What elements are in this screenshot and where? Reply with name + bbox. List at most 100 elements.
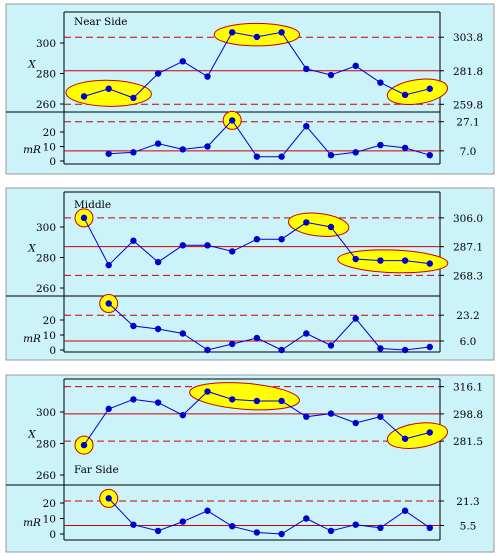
data-point — [426, 343, 433, 351]
y-tick-label: 260 — [36, 470, 56, 482]
data-point — [229, 248, 236, 255]
series-line — [108, 498, 431, 535]
limit-label: 281.8 — [453, 66, 483, 78]
data-point — [204, 242, 211, 249]
mr-chart-axis-label: mR — [23, 144, 41, 156]
y-tick-label: 280 — [36, 439, 56, 451]
data-point — [204, 73, 211, 80]
data-point — [229, 396, 236, 403]
data-point — [105, 85, 112, 92]
data-point — [154, 399, 162, 406]
data-point — [253, 236, 261, 243]
data-point — [179, 146, 186, 153]
data-point — [377, 257, 384, 264]
data-point — [253, 529, 261, 536]
data-point — [278, 29, 285, 36]
data-point — [80, 214, 88, 222]
data-point — [327, 527, 335, 535]
data-point — [278, 530, 285, 538]
data-point — [105, 495, 112, 502]
limit-label: 21.3 — [456, 496, 479, 508]
limit-label: 281.5 — [453, 436, 483, 448]
data-point — [105, 300, 112, 307]
limit-label: 27.1 — [456, 117, 479, 129]
data-point — [401, 257, 409, 264]
highlight-ellipse — [189, 382, 300, 411]
limit-label: 287.1 — [453, 242, 483, 254]
limit-label: 298.8 — [453, 409, 483, 421]
data-point — [130, 149, 137, 156]
data-point — [130, 94, 137, 102]
y-tick-label: 0 — [49, 529, 56, 541]
data-point — [179, 411, 186, 419]
data-point — [401, 507, 409, 514]
data-point — [377, 79, 384, 86]
data-point — [204, 388, 211, 395]
data-point — [229, 523, 236, 530]
data-point — [204, 143, 211, 150]
y-tick-label: 0 — [49, 345, 56, 357]
data-point — [229, 340, 236, 348]
data-point — [154, 258, 162, 266]
data-point — [352, 521, 359, 528]
data-point — [352, 419, 359, 427]
x-chart-axis-label: X — [27, 243, 36, 255]
data-point — [80, 93, 88, 100]
data-point — [327, 223, 335, 231]
data-point — [352, 255, 359, 263]
data-point — [303, 515, 310, 522]
data-point — [253, 153, 261, 160]
data-point — [327, 152, 335, 159]
y-tick-label: 10 — [43, 514, 56, 526]
data-point — [130, 237, 137, 244]
data-point — [253, 33, 261, 41]
y-tick-label: 20 — [43, 315, 56, 327]
data-point — [377, 141, 384, 149]
y-tick-label: 20 — [43, 498, 56, 510]
data-point — [105, 405, 112, 413]
data-point — [352, 315, 359, 322]
y-tick-label: 300 — [36, 407, 56, 419]
data-point — [377, 524, 384, 531]
data-point — [154, 325, 162, 333]
data-point — [130, 521, 137, 528]
y-tick-label: 10 — [43, 330, 56, 342]
series-line — [108, 303, 430, 351]
data-point — [130, 322, 137, 330]
data-point — [105, 150, 112, 157]
data-point — [253, 334, 261, 342]
data-point — [80, 441, 88, 449]
limit-label: 6.0 — [460, 336, 477, 348]
y-tick-label: 300 — [36, 222, 56, 234]
data-point — [426, 152, 433, 159]
y-tick-label: 0 — [49, 156, 56, 168]
data-point — [154, 140, 162, 147]
data-point — [179, 330, 186, 337]
highlight-ellipse — [65, 79, 152, 107]
data-point — [327, 410, 335, 417]
data-point — [253, 397, 261, 405]
data-point — [278, 236, 285, 243]
data-point — [426, 260, 433, 267]
limit-label: 268.3 — [453, 270, 483, 282]
limit-label: 316.1 — [453, 382, 483, 394]
y-tick-label: 280 — [36, 69, 56, 81]
data-point — [327, 71, 335, 79]
data-point — [204, 346, 211, 354]
y-tick-label: 260 — [36, 283, 56, 295]
data-point — [401, 144, 409, 152]
data-point — [130, 396, 137, 403]
data-point — [278, 346, 285, 354]
limit-label: 259.8 — [453, 99, 483, 111]
data-point — [303, 219, 310, 226]
y-tick-label: 10 — [43, 142, 56, 154]
limit-label: 7.0 — [460, 146, 477, 158]
data-point — [352, 149, 359, 156]
data-point — [426, 524, 433, 531]
limit-label: 5.5 — [460, 520, 477, 532]
data-point — [303, 413, 310, 420]
limit-label: 306.0 — [453, 213, 483, 225]
x-chart-axis-label: X — [27, 59, 36, 71]
